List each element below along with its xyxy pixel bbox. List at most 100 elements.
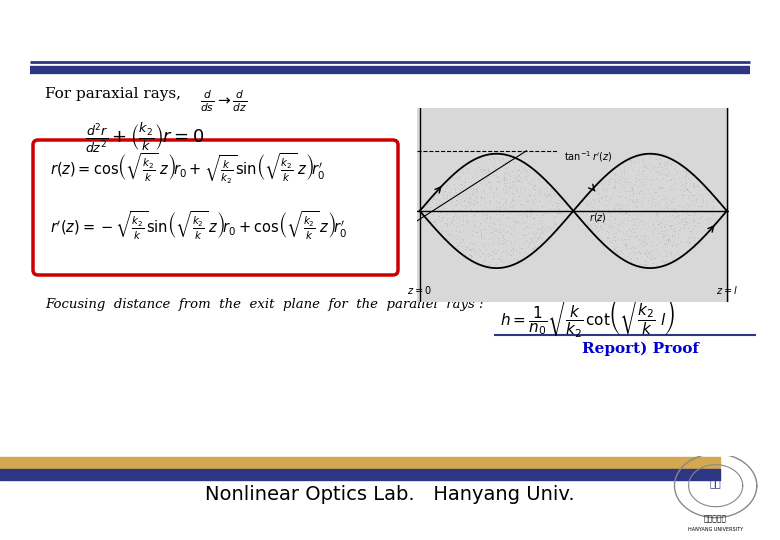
- Point: [687, 179, 700, 188]
- Point: [654, 219, 667, 227]
- Point: [463, 193, 475, 202]
- Text: 한양: 한양: [710, 478, 722, 488]
- Text: $\frac{d^2r}{dz^2} + \left(\frac{k_2}{k}\right)r = 0$: $\frac{d^2r}{dz^2} + \left(\frac{k_2}{k}…: [85, 122, 204, 155]
- Point: [543, 190, 555, 198]
- Point: [636, 198, 648, 207]
- Point: [622, 213, 634, 222]
- Point: [616, 217, 629, 226]
- Point: [536, 228, 548, 237]
- Point: [628, 210, 640, 219]
- Point: [615, 234, 627, 242]
- Point: [600, 192, 612, 200]
- Point: [633, 159, 645, 167]
- Point: [461, 242, 473, 251]
- Point: [659, 252, 672, 260]
- Point: [505, 246, 517, 254]
- Text: $\tan^{-1}r^{\prime}(z)$: $\tan^{-1}r^{\prime}(z)$: [564, 149, 612, 164]
- Point: [470, 228, 483, 237]
- Point: [457, 197, 470, 205]
- Point: [661, 204, 673, 212]
- Point: [651, 246, 663, 254]
- Point: [606, 222, 619, 231]
- Point: [716, 211, 729, 219]
- Point: [622, 235, 635, 244]
- Point: [627, 158, 640, 166]
- Point: [640, 249, 653, 258]
- Point: [516, 238, 528, 247]
- Point: [633, 175, 645, 184]
- Point: [623, 211, 636, 219]
- Point: [551, 205, 564, 214]
- Point: [668, 224, 681, 233]
- Point: [441, 234, 453, 243]
- Point: [622, 192, 635, 201]
- Point: [545, 197, 558, 206]
- Point: [477, 234, 489, 242]
- Point: [601, 233, 614, 242]
- Point: [682, 200, 695, 208]
- Point: [534, 219, 547, 227]
- Point: [653, 170, 665, 178]
- Point: [608, 184, 620, 192]
- Point: [682, 233, 695, 241]
- Point: [452, 193, 464, 201]
- Point: [665, 250, 678, 259]
- Point: [614, 175, 626, 184]
- Point: [466, 190, 479, 199]
- Point: [636, 175, 648, 184]
- Point: [679, 220, 692, 229]
- Point: [476, 175, 488, 184]
- Point: [454, 238, 466, 247]
- Point: [619, 166, 631, 175]
- Point: [601, 234, 614, 242]
- Point: [675, 237, 687, 246]
- Point: [653, 159, 665, 167]
- Point: [587, 219, 600, 227]
- Point: [602, 209, 615, 218]
- Point: [488, 219, 501, 227]
- Point: [470, 236, 483, 245]
- Text: $z=l$: $z=l$: [716, 284, 738, 296]
- Point: [536, 177, 548, 186]
- Point: [509, 177, 522, 186]
- Point: [661, 235, 674, 244]
- Point: [610, 247, 622, 255]
- Point: [604, 193, 616, 202]
- Point: [424, 217, 437, 225]
- Point: [480, 174, 492, 183]
- Point: [626, 183, 638, 191]
- Point: [625, 226, 637, 235]
- Point: [529, 230, 541, 239]
- Point: [456, 235, 469, 244]
- Point: [530, 237, 543, 245]
- Point: [476, 165, 488, 173]
- Point: [636, 170, 648, 178]
- Point: [650, 211, 662, 219]
- Point: [512, 218, 524, 226]
- Point: [513, 243, 526, 252]
- Point: [516, 215, 529, 224]
- Point: [507, 215, 519, 224]
- Point: [456, 212, 469, 220]
- Point: [604, 238, 616, 246]
- Point: [431, 190, 444, 199]
- Point: [682, 223, 694, 232]
- Point: [536, 210, 548, 219]
- Point: [609, 215, 622, 224]
- Point: [441, 220, 453, 228]
- Point: [608, 174, 620, 183]
- Point: [629, 177, 642, 186]
- Point: [595, 194, 608, 202]
- Point: [545, 185, 558, 194]
- Text: For paraxial rays,: For paraxial rays,: [45, 87, 181, 101]
- Point: [496, 185, 509, 194]
- Point: [612, 163, 624, 171]
- Point: [499, 221, 512, 230]
- Point: [515, 161, 527, 170]
- Point: [657, 173, 669, 182]
- Point: [595, 213, 608, 222]
- Point: [509, 217, 522, 225]
- Point: [476, 249, 488, 258]
- Point: [478, 193, 491, 202]
- Point: [617, 176, 629, 184]
